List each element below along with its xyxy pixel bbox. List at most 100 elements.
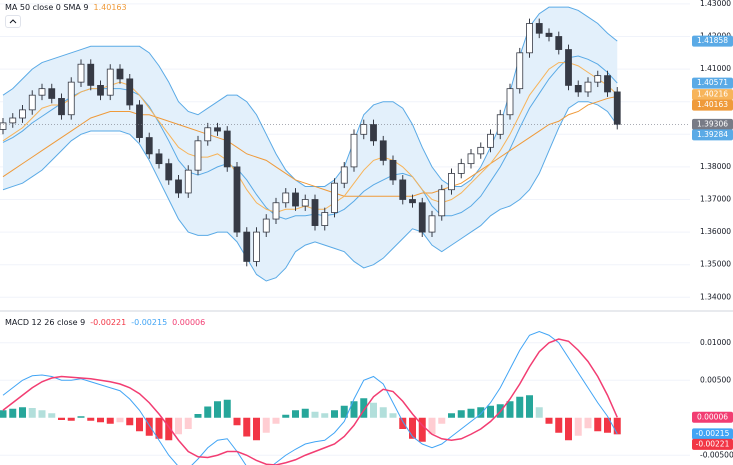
candle-body	[526, 23, 533, 54]
histogram-bar	[399, 417, 407, 429]
y-tick-label: 1.34000	[700, 292, 731, 301]
signal-line	[2, 338, 618, 465]
candle-body	[350, 133, 358, 168]
candle-body	[0, 122, 7, 130]
histogram-bar	[594, 417, 602, 432]
price-pane	[0, 3, 690, 298]
y-tick-label: 1.36000	[700, 227, 731, 236]
price-label: 1.39306	[697, 119, 728, 128]
histogram-bar	[321, 413, 329, 418]
histogram-bar	[223, 399, 231, 418]
candle-body	[535, 23, 543, 34]
band-basis	[2, 55, 618, 220]
moving-average	[2, 62, 618, 214]
candle-body	[233, 166, 241, 233]
price-label-box	[692, 411, 733, 423]
macd-legend: MACD 12 26 close 9 -0.00221 -0.00215 0.0000…	[5, 318, 210, 327]
y-tick-label: 1.35000	[700, 260, 731, 269]
price-label-box	[692, 438, 733, 450]
candle-body	[223, 130, 231, 168]
histogram-bar	[526, 395, 533, 418]
histogram-bar	[204, 406, 212, 418]
candle-body	[477, 146, 485, 155]
candle-body	[399, 179, 407, 200]
candle-body	[516, 52, 524, 90]
histogram-bar	[545, 417, 553, 424]
price-label: 0.00006	[697, 412, 728, 421]
price-label-box	[692, 35, 733, 47]
y-tick-label: -0.00500	[700, 450, 733, 459]
candle-body	[321, 212, 329, 226]
candle-body	[604, 75, 611, 93]
candle-body	[204, 127, 212, 142]
histogram-bar	[19, 407, 26, 418]
candle-body	[301, 199, 309, 207]
candle-body	[545, 32, 553, 37]
candle-body	[116, 68, 124, 80]
candle-body	[126, 78, 134, 106]
collapse-button[interactable]	[5, 15, 21, 28]
histogram-bar	[253, 417, 260, 441]
histogram-bar	[535, 407, 543, 418]
candle-body	[97, 85, 104, 96]
histogram-bar	[292, 410, 299, 418]
histogram-bar	[506, 401, 514, 418]
histogram-bar	[457, 410, 465, 418]
candle-body	[360, 124, 368, 135]
y-tick-label: 1.38000	[700, 162, 731, 171]
histogram-bar	[77, 416, 85, 418]
histogram-bar	[97, 417, 104, 423]
histogram-bar	[165, 417, 173, 441]
macd-line	[2, 330, 618, 465]
price-label-box	[692, 89, 733, 101]
candle-body	[389, 159, 397, 181]
histogram-bar	[448, 413, 455, 418]
histogram-bar	[379, 407, 387, 418]
chevron-icon	[9, 19, 17, 24]
legend-value: 1.40163	[93, 3, 127, 12]
y-tick-label: 1.41000	[700, 64, 731, 73]
candle-body	[145, 137, 153, 155]
candle-body	[184, 169, 192, 194]
histogram-bar	[262, 417, 270, 433]
histogram-bar	[175, 417, 182, 435]
candle-body	[9, 117, 17, 124]
price-label: 1.40216	[697, 90, 728, 99]
candle-body	[428, 215, 436, 233]
candle-body	[448, 173, 455, 191]
histogram-bar	[409, 417, 416, 439]
candle-body	[379, 140, 387, 161]
candle-body	[292, 192, 299, 207]
histogram-bar	[477, 407, 485, 418]
candle-body	[574, 85, 582, 93]
candle-body	[506, 88, 514, 116]
histogram-bar	[9, 408, 17, 418]
histogram-bar	[272, 417, 280, 424]
band-lower	[2, 101, 618, 282]
candle-body	[262, 218, 270, 233]
price-label-box	[692, 129, 733, 141]
candle-body	[370, 124, 377, 142]
histogram-bar	[331, 410, 338, 418]
ma-legend: MA 50 close 0 SMA 9 1.40163	[5, 3, 132, 12]
candle-body	[155, 153, 163, 165]
candle-body	[58, 98, 65, 116]
histogram-bar	[604, 417, 611, 433]
band-upper	[2, 6, 618, 187]
candle-body	[194, 140, 202, 171]
histogram-bar	[301, 408, 309, 418]
candle-body	[253, 231, 260, 262]
histogram-bar	[555, 417, 563, 433]
y-tick-label: 1.43000	[700, 0, 731, 8]
histogram-bar	[214, 401, 221, 418]
histogram-bar	[311, 411, 319, 418]
legend-value: -0.00215	[131, 318, 168, 327]
price-label: 1.39284	[697, 130, 728, 139]
histogram-bar	[418, 417, 426, 442]
candle-body	[48, 88, 56, 99]
histogram-bar	[428, 417, 436, 435]
candle-body	[331, 182, 338, 213]
y-tick-label: 1.37000	[700, 194, 731, 203]
histogram-bar	[194, 414, 202, 418]
histogram-bar	[467, 408, 475, 418]
